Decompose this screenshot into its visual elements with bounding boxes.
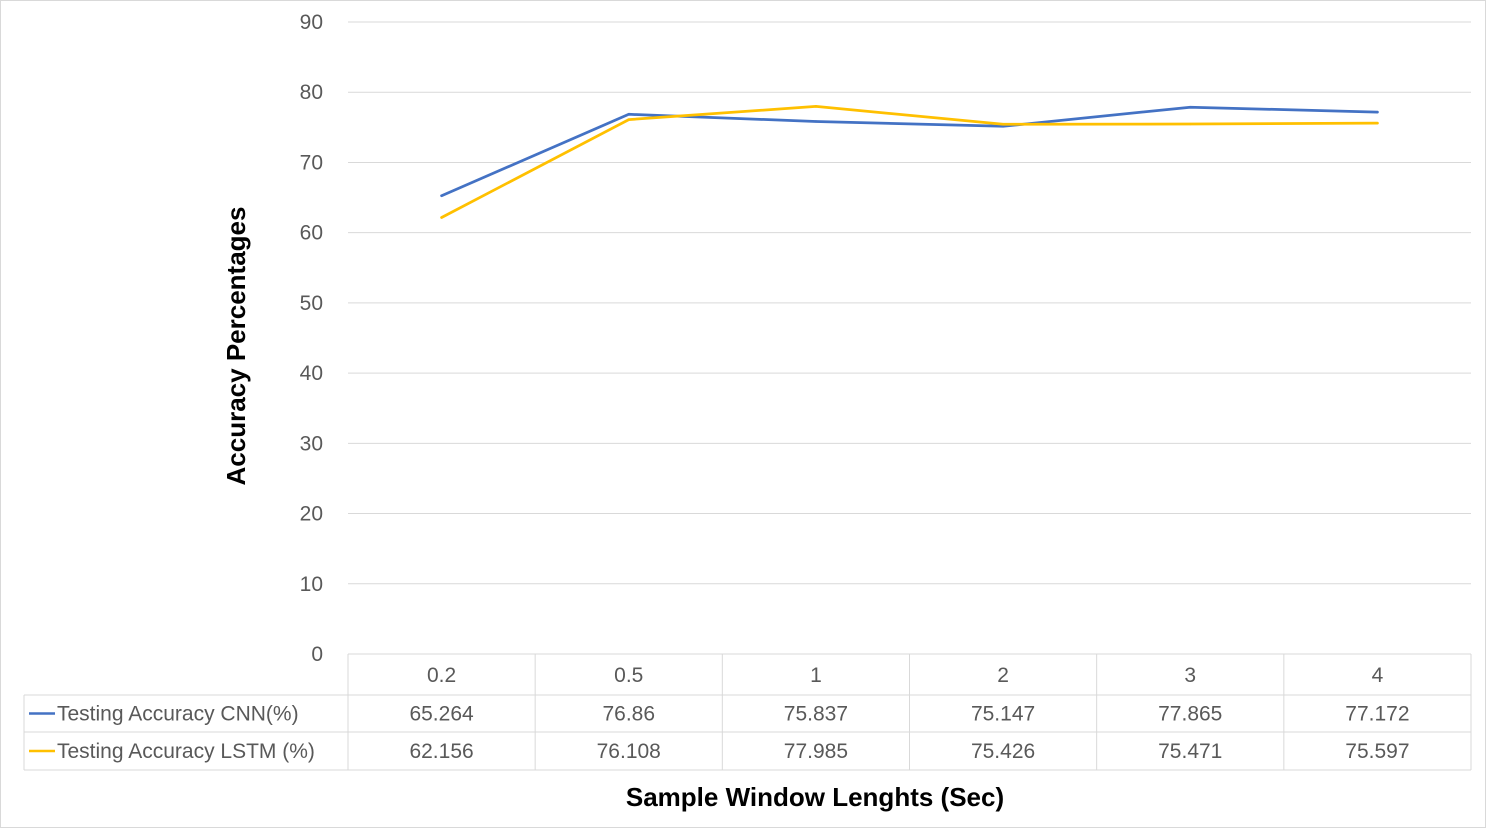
data-point xyxy=(440,194,443,197)
data-point xyxy=(627,118,630,121)
x-tick-label: 1 xyxy=(810,664,822,687)
data-label: 76.108 xyxy=(597,740,661,763)
data-label: 75.147 xyxy=(971,703,1035,726)
data-label: 75.597 xyxy=(1345,740,1409,763)
y-tick-label: 40 xyxy=(300,362,323,385)
data-point xyxy=(814,105,818,108)
data-label: 75.471 xyxy=(1158,740,1222,763)
data-point xyxy=(440,216,443,219)
x-tick-label: 2 xyxy=(997,664,1009,687)
y-tick-label: 0 xyxy=(311,643,323,666)
series-line-cnn xyxy=(440,105,1379,198)
y-tick-label: 90 xyxy=(300,11,323,34)
x-tick-label: 4 xyxy=(1372,664,1384,687)
y-tick-label: 20 xyxy=(300,503,323,526)
y-tick-label: 60 xyxy=(300,222,323,245)
data-label: 77.172 xyxy=(1345,703,1409,726)
data-point xyxy=(1001,123,1005,126)
y-tick-label: 80 xyxy=(300,81,323,104)
data-point xyxy=(1376,110,1379,114)
data-point xyxy=(1189,106,1192,109)
legend-label-cnn: Testing Accuracy CNN(%) xyxy=(57,703,299,726)
data-label: 77.865 xyxy=(1158,703,1222,726)
x-axis-label: Sample Window Lenghts (Sec) xyxy=(626,782,1004,812)
data-label: 75.426 xyxy=(971,740,1035,763)
series-line-lstm xyxy=(440,105,1379,219)
x-tick-label: 0.2 xyxy=(427,664,456,687)
data-point xyxy=(1001,125,1005,128)
y-tick-label: 70 xyxy=(300,151,323,174)
data-point xyxy=(627,113,630,116)
x-tick-label: 3 xyxy=(1184,664,1196,687)
data-label: 65.264 xyxy=(409,703,474,726)
legend-label-lstm: Testing Accuracy LSTM (%) xyxy=(57,740,315,763)
data-point xyxy=(1376,121,1379,125)
x-tick-label: 0.5 xyxy=(614,664,643,687)
y-tick-label: 50 xyxy=(300,292,323,315)
data-label: 62.156 xyxy=(409,740,473,763)
data-label: 75.837 xyxy=(784,703,848,726)
y-axis-label: Accuracy Percentages xyxy=(221,207,251,486)
data-point xyxy=(814,120,818,123)
y-tick-label: 10 xyxy=(300,573,323,596)
y-tick-label: 30 xyxy=(300,432,323,455)
data-point xyxy=(1189,122,1192,126)
data-label: 77.985 xyxy=(784,740,848,763)
data-label: 76.86 xyxy=(602,703,655,726)
